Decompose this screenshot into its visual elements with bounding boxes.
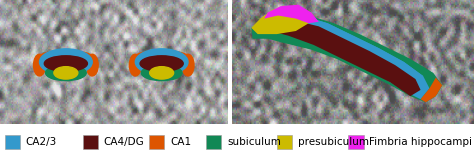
Text: Fimbria hippocampi: Fimbria hippocampi xyxy=(369,137,472,147)
Ellipse shape xyxy=(133,50,191,67)
FancyBboxPatch shape xyxy=(83,135,98,149)
Polygon shape xyxy=(251,8,309,34)
Ellipse shape xyxy=(86,54,98,76)
FancyBboxPatch shape xyxy=(277,135,292,149)
Text: CA2/3: CA2/3 xyxy=(26,137,57,147)
Text: CA4/DG: CA4/DG xyxy=(104,137,145,147)
Ellipse shape xyxy=(37,50,95,67)
Text: presubiculum: presubiculum xyxy=(298,137,369,147)
FancyBboxPatch shape xyxy=(149,135,164,149)
Ellipse shape xyxy=(54,67,78,79)
Ellipse shape xyxy=(150,67,173,79)
Text: CA1: CA1 xyxy=(170,137,191,147)
Ellipse shape xyxy=(140,56,183,71)
FancyBboxPatch shape xyxy=(5,135,20,149)
Ellipse shape xyxy=(44,56,87,71)
Ellipse shape xyxy=(34,54,46,76)
Polygon shape xyxy=(260,15,429,99)
Ellipse shape xyxy=(182,54,194,76)
Ellipse shape xyxy=(135,49,188,75)
Polygon shape xyxy=(260,15,423,90)
Ellipse shape xyxy=(39,49,92,75)
Polygon shape xyxy=(264,5,319,23)
Polygon shape xyxy=(251,12,442,102)
Polygon shape xyxy=(271,20,420,96)
Ellipse shape xyxy=(141,65,182,81)
Text: subiculum: subiculum xyxy=(227,137,281,147)
Polygon shape xyxy=(420,77,442,102)
FancyBboxPatch shape xyxy=(206,135,221,149)
Ellipse shape xyxy=(129,54,141,76)
FancyBboxPatch shape xyxy=(348,135,364,149)
Ellipse shape xyxy=(46,65,86,81)
